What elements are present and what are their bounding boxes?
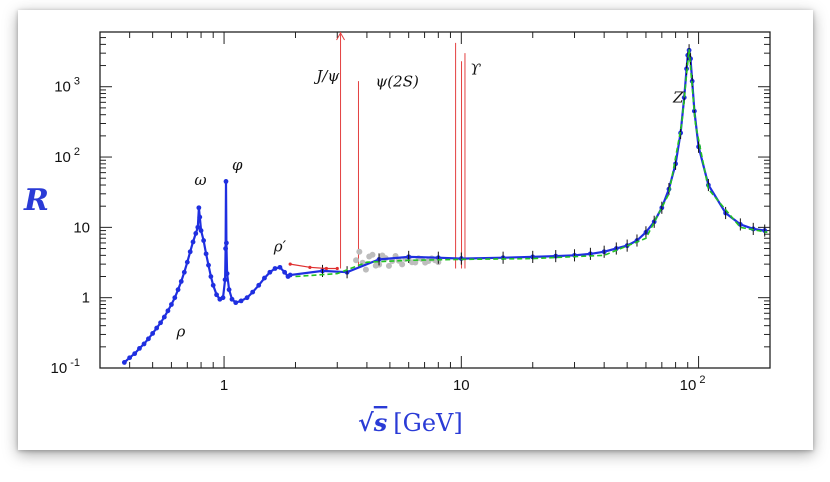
data-point [187,249,193,255]
y-tick-label: 1 [82,290,90,307]
data-point [127,355,133,361]
x-tick-label: 10 2 [680,374,706,394]
plot-frame [99,31,771,369]
resonance-label: ρ [175,323,185,341]
data-point [158,320,163,326]
resonance-label: J/ψ [313,67,339,85]
data-point [220,295,226,301]
grey-data-point [399,261,406,268]
resonance-label: Z [672,88,684,106]
data-point [161,314,167,320]
data-point [150,331,156,336]
x-tick-label: 1 [220,377,228,394]
data-point [178,279,184,284]
data-point [195,224,201,230]
data-point [206,262,211,268]
y-tick-label: 10 [73,219,90,236]
data-point [193,231,199,236]
qcd-prediction-curve [295,49,768,278]
data-point [256,282,262,288]
jpsi-arrow [336,32,345,41]
data-point [203,251,209,257]
data-point [198,228,204,233]
resonance-label: φ [232,156,243,174]
r-ratio-chart: 1 10 10 2 10 -1 1 10 10 2 10 3 ρ ω φ ρ′ J/ψ ψ(2S) ϒ Z R √s[… [23,31,771,437]
data-point [184,259,190,265]
data-point [223,179,229,184]
grey-data-point [385,262,392,269]
charm-data-point [288,262,292,266]
data-point [224,271,230,277]
data-point [141,341,147,347]
grey-data-point [356,248,363,255]
data-point [229,296,235,302]
data-point [208,274,214,279]
resonance-label: ϒ [470,60,481,78]
data-point [196,205,202,211]
data-point [165,308,171,314]
data-point [226,287,232,293]
data-point [250,289,256,295]
measurement-curve [123,50,765,364]
data-point [223,246,228,251]
data-point [201,238,207,243]
x-axis-label: √s [GeV] [358,408,463,437]
grey-data-point [369,251,376,258]
chart-card: 1 10 10 2 10 -1 1 10 10 2 10 3 ρ ω φ ρ′ J/ψ ψ(2S) ϒ Z R √s[… [18,10,813,450]
data-point [244,295,250,301]
data-point [121,360,127,365]
y-tick-label: 10 -1 [51,357,80,377]
data-point [267,269,273,275]
resonance-label: ρ′ [273,238,287,256]
data-point [154,325,160,331]
data-point [172,295,178,301]
data-point [175,287,181,293]
x-axis-sqrt-sign: √ [358,408,374,437]
data-point [214,292,219,298]
resonance-label: ψ(2S) [376,73,419,91]
resonance-label: ω [194,171,206,189]
data-point [146,336,151,342]
data-point [181,269,187,275]
grey-data-point [412,259,419,266]
x-tick-label: 10 [453,377,470,394]
x-axis-unit: [GeV] [393,409,462,437]
data-point [272,266,278,271]
charm-threshold-curve [290,263,338,270]
data-point [262,275,267,281]
data-point [210,282,216,288]
charm-data-point [308,265,312,269]
data-point [197,214,203,220]
data-point [137,345,142,351]
y-tick-label: 10 3 [54,76,80,96]
data-point [222,277,228,283]
data-point [233,300,239,306]
data-point [277,264,283,270]
data-point [224,240,229,246]
data-point [190,239,196,245]
charm-data-point [324,266,329,271]
y-axis-label: R [23,183,49,218]
grey-data-point [362,266,369,273]
y-tick-label: 10 2 [54,146,80,166]
data-point [287,272,293,278]
grey-data-point [353,257,360,264]
data-point [282,269,288,275]
data-point [238,298,244,304]
data-point [169,302,174,307]
data-point [132,351,138,357]
x-axis-variable: s [373,408,388,437]
charm-data-point [335,266,339,271]
